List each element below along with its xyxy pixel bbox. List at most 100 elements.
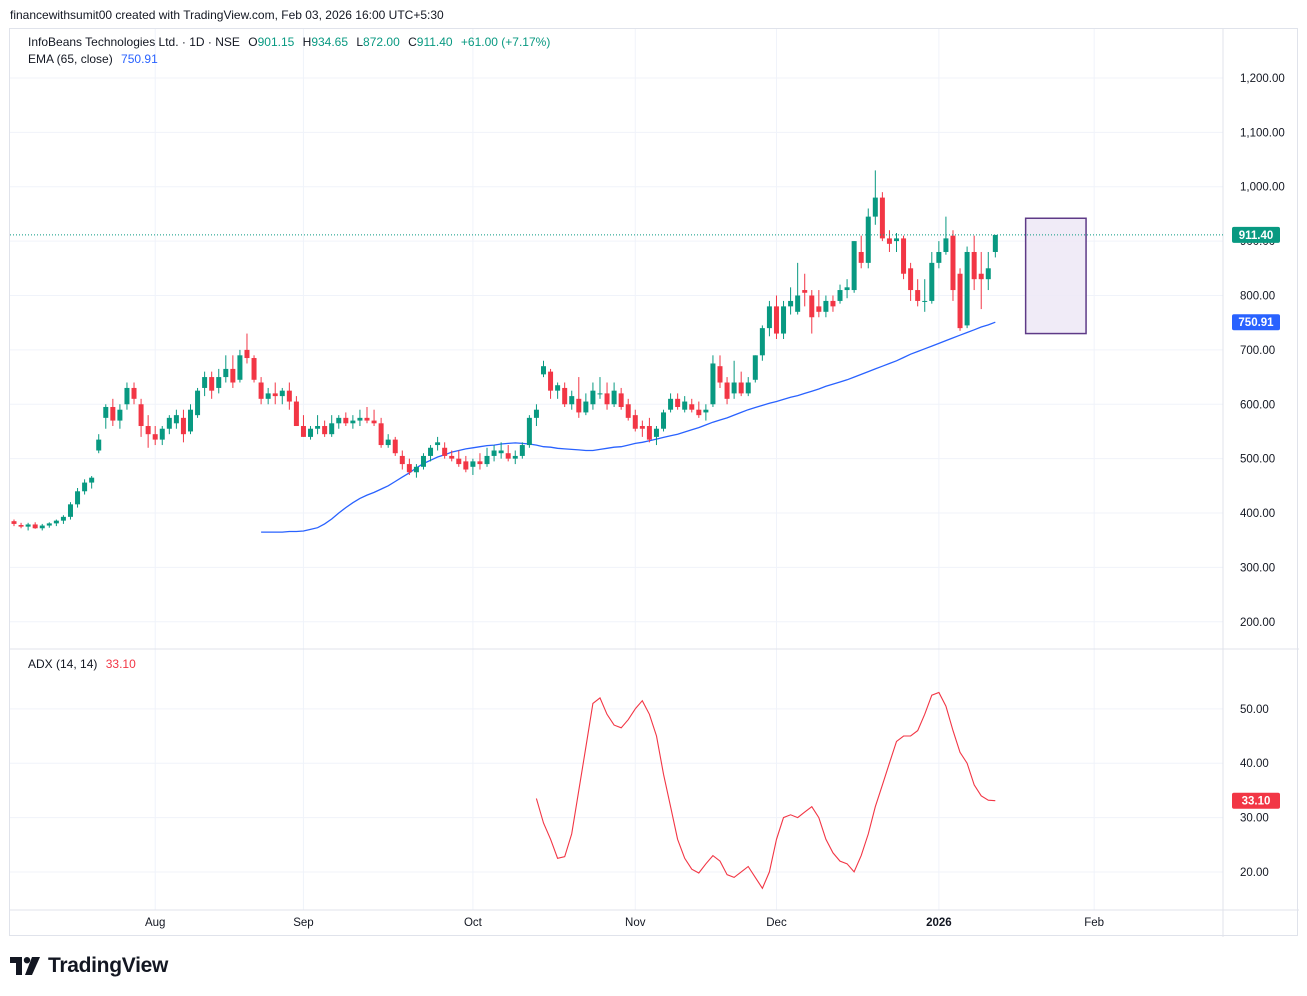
candle-body: [110, 406, 116, 421]
ema-value: 750.91: [121, 52, 158, 66]
candle-body: [60, 516, 66, 521]
candle: [75, 488, 81, 508]
candle-body: [590, 390, 596, 405]
candle: [364, 406, 370, 424]
adx-value: 33.10: [105, 657, 136, 671]
open-label: O: [248, 35, 258, 49]
candle: [858, 235, 864, 269]
candle: [809, 290, 815, 334]
candle-body: [872, 197, 878, 217]
candle-body: [978, 273, 984, 280]
candle-body: [420, 455, 426, 467]
ohlc-open: O901.15: [248, 35, 294, 49]
low-value: 872.00: [363, 35, 400, 49]
candle: [604, 382, 610, 410]
candle: [470, 458, 476, 475]
candle: [576, 377, 582, 418]
candle-body: [604, 393, 610, 405]
time-tick-label: Nov: [625, 917, 646, 929]
price-tick-label: 1,100.00: [1240, 127, 1285, 139]
candle-body: [491, 450, 497, 456]
candle: [675, 393, 681, 410]
candle: [131, 382, 137, 405]
candle-body: [32, 524, 38, 529]
candle-body: [89, 477, 95, 483]
candle-body: [858, 251, 864, 263]
candle: [569, 390, 575, 410]
candle: [915, 279, 921, 307]
candle-body: [159, 428, 165, 440]
candle-body: [717, 366, 723, 383]
candle: [413, 464, 419, 478]
candle: [406, 458, 412, 475]
candle-body: [279, 390, 285, 397]
candle-body: [293, 401, 299, 427]
candle: [378, 417, 384, 448]
candle-body: [18, 525, 24, 527]
candle-body: [526, 417, 532, 446]
candle-body: [463, 461, 469, 470]
candle: [371, 409, 377, 427]
adx-line: [535, 691, 996, 890]
candle: [180, 409, 186, 443]
candle-body: [837, 290, 843, 301]
candle-body: [555, 385, 561, 391]
candle-body: [53, 520, 59, 524]
candle-body: [350, 420, 356, 424]
candle-body: [752, 355, 758, 380]
candle-body: [901, 238, 907, 274]
candle-body: [738, 382, 744, 394]
candle-body: [428, 447, 434, 456]
candle: [117, 404, 123, 429]
candle-body: [985, 268, 991, 280]
candle: [541, 360, 546, 378]
candle-body: [950, 235, 956, 291]
candle: [145, 415, 151, 448]
adx-value-tag-bg: [1232, 792, 1280, 809]
candle: [399, 450, 405, 470]
candle: [124, 382, 130, 410]
candle: [943, 216, 949, 255]
candle-body: [908, 268, 914, 291]
candle: [625, 398, 631, 421]
candle-body: [929, 262, 935, 301]
candle: [653, 426, 659, 446]
ema-legend: EMA (65, close) 750.91: [28, 52, 163, 66]
candle-body: [230, 368, 236, 383]
candle: [89, 476, 95, 489]
candle: [548, 368, 554, 399]
candle-body: [449, 455, 455, 459]
candle: [717, 355, 723, 388]
candle: [392, 436, 398, 456]
chart-canvas[interactable]: 1,200.001,100.001,000.00900.00800.00700.…: [10, 29, 1299, 937]
candle-body: [195, 390, 201, 416]
candle-body: [413, 466, 419, 473]
candle-body: [519, 445, 525, 456]
candle: [110, 398, 116, 427]
candle-body: [795, 295, 801, 312]
candle-body: [661, 412, 667, 429]
candle: [590, 382, 596, 410]
candle: [802, 273, 808, 307]
candle-body: [583, 401, 589, 413]
candle: [597, 377, 603, 399]
candle-body: [371, 420, 377, 424]
candle-body: [173, 415, 179, 424]
candle: [449, 450, 455, 462]
candle: [39, 523, 45, 531]
candle: [505, 445, 511, 462]
candle-body: [773, 306, 779, 334]
candle: [265, 387, 271, 405]
chart-frame[interactable]: 1,200.001,100.001,000.00900.00800.00700.…: [9, 28, 1299, 937]
candle-body: [569, 396, 575, 405]
candle: [682, 396, 688, 413]
time-tick-label: Oct: [464, 917, 483, 929]
adx-value-tag-text: 33.10: [1242, 796, 1271, 808]
time-tick-label: 2026: [926, 917, 952, 929]
candle: [766, 300, 772, 337]
candle-body: [710, 363, 716, 405]
price-tick-label: 1,000.00: [1240, 182, 1285, 194]
candle-body: [82, 482, 88, 492]
candle: [872, 170, 878, 225]
candle: [738, 371, 744, 397]
